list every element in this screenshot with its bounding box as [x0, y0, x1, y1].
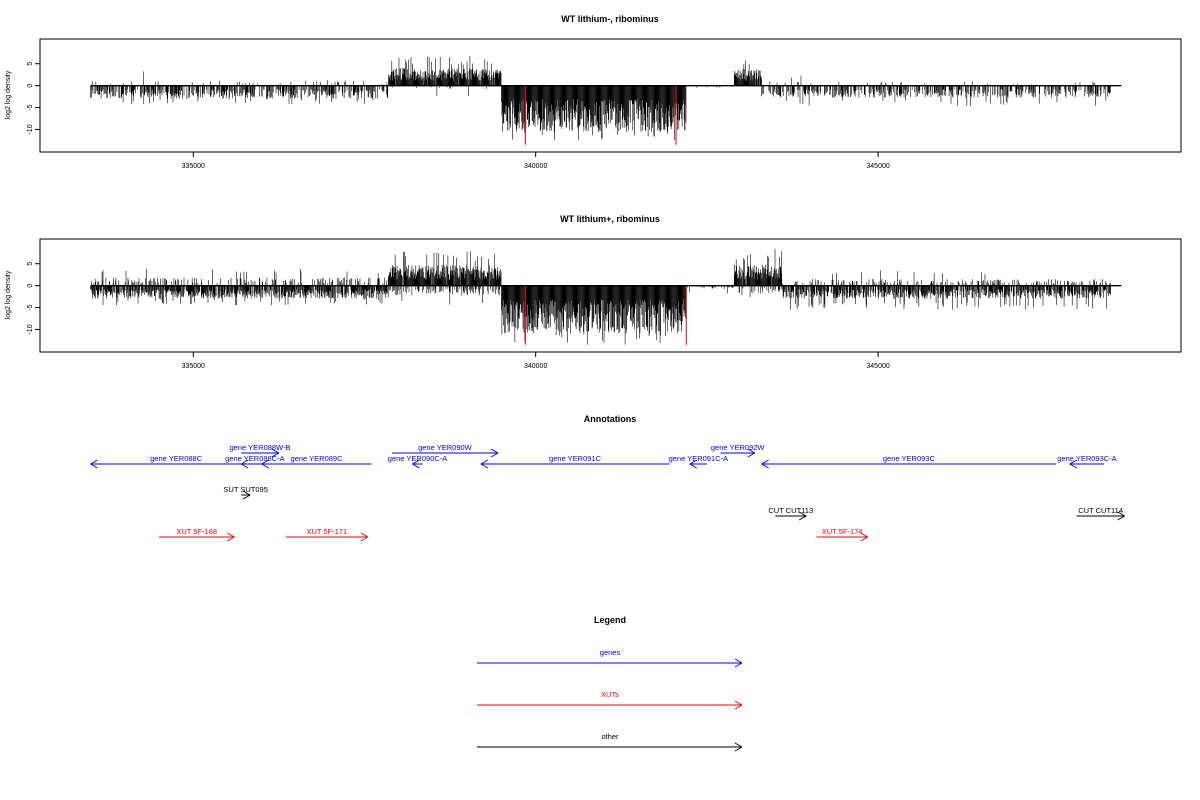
- feature-arrow: [261, 459, 372, 469]
- feature-label: gene YER088C-A: [225, 454, 284, 463]
- feature-arrow: [761, 459, 1057, 469]
- feature-arrow: [775, 511, 807, 521]
- feature-label: gene YER093C: [883, 454, 936, 463]
- legend-arrow: [477, 742, 743, 752]
- feature-arrow: [720, 448, 756, 458]
- track-panel-2: WT lithium+, ribominus 5 0 -5 -10 335000 3400…: [5, 214, 1182, 370]
- feature-arrow: [241, 448, 280, 458]
- annotation-features: gene YER088C gene YER088W-B gene YER088C-A…: [90, 443, 1125, 542]
- feature-arrow: [689, 459, 707, 469]
- feature-label: gene YER092W: [711, 443, 766, 452]
- legend-items: genes XUTs other: [477, 648, 743, 752]
- feature-label: gene YER093C-A: [1057, 454, 1116, 463]
- panel-2-title: WT lithium+, ribominus: [560, 214, 660, 224]
- feature-label: gene YER091C: [549, 454, 602, 463]
- x-tick-label: 335000: [182, 363, 205, 370]
- y-tick-label: 5: [27, 262, 34, 266]
- panel-2-y-label: log2 log density: [5, 270, 12, 319]
- panel-1-axes: 5 0 -5 -10 335000 340000 345000: [27, 62, 890, 170]
- legend-title: Legend: [594, 615, 626, 625]
- x-tick-label: 345000: [866, 163, 889, 170]
- feature-arrow: [285, 532, 369, 542]
- x-tick-label: 340000: [524, 163, 547, 170]
- feature-arrow: [1069, 459, 1105, 469]
- y-tick-label: 0: [27, 84, 34, 88]
- feature-label: gene YER089C: [291, 454, 344, 463]
- legend-arrow: [477, 658, 743, 668]
- annotations-title: Annotations: [584, 414, 637, 424]
- feature-label: CUT CUT113: [768, 506, 813, 515]
- y-tick-label: -5: [27, 304, 34, 310]
- legend: Legend genes XUTs other: [477, 615, 743, 752]
- y-tick-label: -10: [27, 124, 34, 134]
- legend-arrow: [477, 700, 743, 710]
- feature-label: gene YER088W-B: [230, 443, 291, 452]
- feature-arrow: [391, 448, 499, 458]
- panel-1-title: WT lithium-, ribominus: [561, 14, 659, 24]
- feature-arrow: [159, 532, 235, 542]
- feature-arrow: [90, 459, 262, 469]
- track-panel-1: WT lithium-, ribominus 5 0 -5 -10 335000 3400…: [5, 14, 1182, 170]
- feature-arrow: [1076, 511, 1125, 521]
- x-tick-label: 345000: [866, 363, 889, 370]
- x-tick-label: 340000: [524, 363, 547, 370]
- feature-label: gene YER090C-A: [388, 454, 447, 463]
- legend-label: other: [601, 732, 619, 741]
- feature-label: gene YER091C-A: [669, 454, 728, 463]
- feature-label: XUT 5F-171: [306, 527, 347, 536]
- feature-arrow: [412, 459, 423, 469]
- feature-label: gene YER090W: [418, 443, 473, 452]
- panel-1-frame: [39, 38, 1182, 153]
- panel-1-y-label: log2 log density: [5, 70, 12, 119]
- feature-label: XUT 5F-168: [176, 527, 217, 536]
- y-tick-label: -10: [27, 324, 34, 334]
- feature-label: SUT SUT095: [223, 485, 267, 494]
- feature-arrow: [480, 459, 670, 469]
- feature-arrow: [241, 490, 251, 500]
- y-tick-label: -5: [27, 104, 34, 110]
- y-tick-label: 0: [27, 284, 34, 288]
- feature-label: CUT CUT114: [1078, 506, 1123, 515]
- feature-label: gene YER088C: [150, 454, 203, 463]
- panel-1-bars: [90, 55, 1122, 145]
- feature-arrow: [816, 532, 869, 542]
- legend-label: XUTs: [601, 690, 619, 699]
- x-tick-label: 335000: [182, 163, 205, 170]
- legend-label: genes: [600, 648, 621, 657]
- panel-2-frame: [39, 238, 1182, 353]
- panel-2-bars: [90, 248, 1122, 345]
- feature-label: XUT 5F-174: [822, 527, 863, 536]
- panel-2-axes: 5 0 -5 -10 335000 340000 345000: [27, 262, 890, 370]
- y-tick-label: 5: [27, 62, 34, 66]
